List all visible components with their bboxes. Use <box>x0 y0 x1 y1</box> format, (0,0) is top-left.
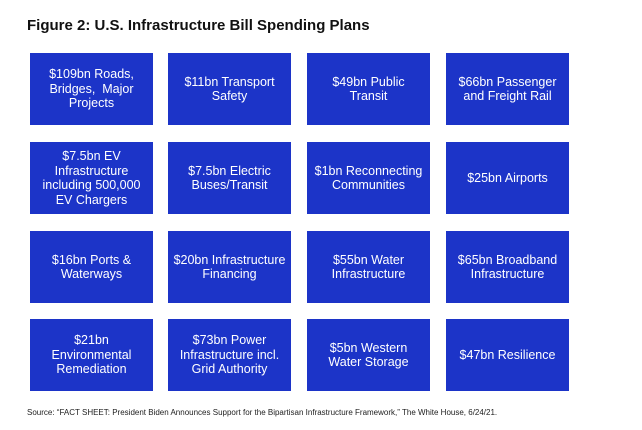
tile-text: $7.5bn Electric <box>188 163 271 178</box>
tile-text: $47bn Resilience <box>459 347 556 362</box>
tile-text: $1bn Reconnecting <box>314 163 423 178</box>
tile-text: $73bn Power <box>192 333 267 348</box>
tile-text: $11bn Transport <box>184 74 275 89</box>
tile-text: Water Storage <box>328 355 409 369</box>
tile-text: $109bn Roads, <box>49 67 134 82</box>
tile-text: Environmental <box>51 347 132 362</box>
spending-tile: $7.5bn EV Infrastructure including 500,000… <box>30 142 153 214</box>
figure-title: Figure 2: U.S. Infrastructure Bill Spend… <box>27 17 370 34</box>
source-note: Source: “FACT SHEET: President Biden Ann… <box>27 408 498 417</box>
spending-tile: $47bn Resilience <box>446 319 569 391</box>
tile-text: Infrastructure incl. <box>179 347 280 362</box>
tile-text: Infrastructure <box>470 267 545 281</box>
spending-tile: $7.5bn Electric Buses/Transit <box>168 142 291 214</box>
spending-tile: $66bn Passenger and Freight Rail <box>446 53 569 125</box>
tile-text: Financing <box>202 267 257 281</box>
spending-tile: $16bn Ports & Waterways <box>30 231 153 303</box>
tile-text: Waterways <box>60 267 123 281</box>
tile-text: Buses/Transit <box>191 178 268 192</box>
tile-text: $21bn <box>74 333 109 348</box>
tile-text: Communities <box>332 178 405 192</box>
tile-text: $20bn Infrastructure <box>173 252 286 267</box>
spending-tile: $20bn Infrastructure Financing <box>168 231 291 303</box>
tile-text: $16bn Ports & <box>51 252 132 267</box>
tile-text: Safety <box>211 89 248 103</box>
spending-tile: $21bn Environmental Remediation <box>30 319 153 391</box>
spending-tile: $55bn Water Infrastructure <box>307 231 430 303</box>
tile-text: EV Chargers <box>55 192 128 207</box>
spending-tile: $1bn Reconnecting Communities <box>307 142 430 214</box>
tile-text: $7.5bn EV <box>62 149 121 163</box>
tile-text: $25bn Airports <box>467 170 548 185</box>
tile-text: $66bn Passenger <box>458 74 557 89</box>
tile-text: Infrastructure <box>331 267 406 281</box>
tile-text: $49bn Public <box>332 74 405 89</box>
tile-text: including 500,000 <box>42 178 141 192</box>
tile-text: $5bn Western <box>329 340 408 355</box>
tile-text: and Freight Rail <box>463 89 552 103</box>
spending-tile: $5bn Western Water Storage <box>307 319 430 391</box>
tile-text: Transit <box>349 89 388 103</box>
spending-tile: $109bn Roads, Bridges, Major Projects <box>30 53 153 125</box>
tile-grid: $109bn Roads, Bridges, Major Projects $11bn… <box>30 53 571 392</box>
tile-text: Remediation <box>56 362 127 377</box>
spending-tile: $25bn Airports <box>446 142 569 214</box>
tile-text: Infrastructure <box>54 163 129 178</box>
tile-text: $65bn Broadband <box>457 252 558 267</box>
tile-text: Projects <box>68 96 115 111</box>
spending-tile: $73bn Power Infrastructure incl. Grid Auth… <box>168 319 291 391</box>
tile-text: Bridges, Major <box>49 81 134 96</box>
tile-text: Grid Authority <box>191 362 268 377</box>
tile-text: $55bn Water <box>332 252 405 267</box>
spending-tile: $65bn Broadband Infrastructure <box>446 231 569 303</box>
spending-tile: $11bn Transport Safety <box>168 53 291 125</box>
spending-tile: $49bn Public Transit <box>307 53 430 125</box>
